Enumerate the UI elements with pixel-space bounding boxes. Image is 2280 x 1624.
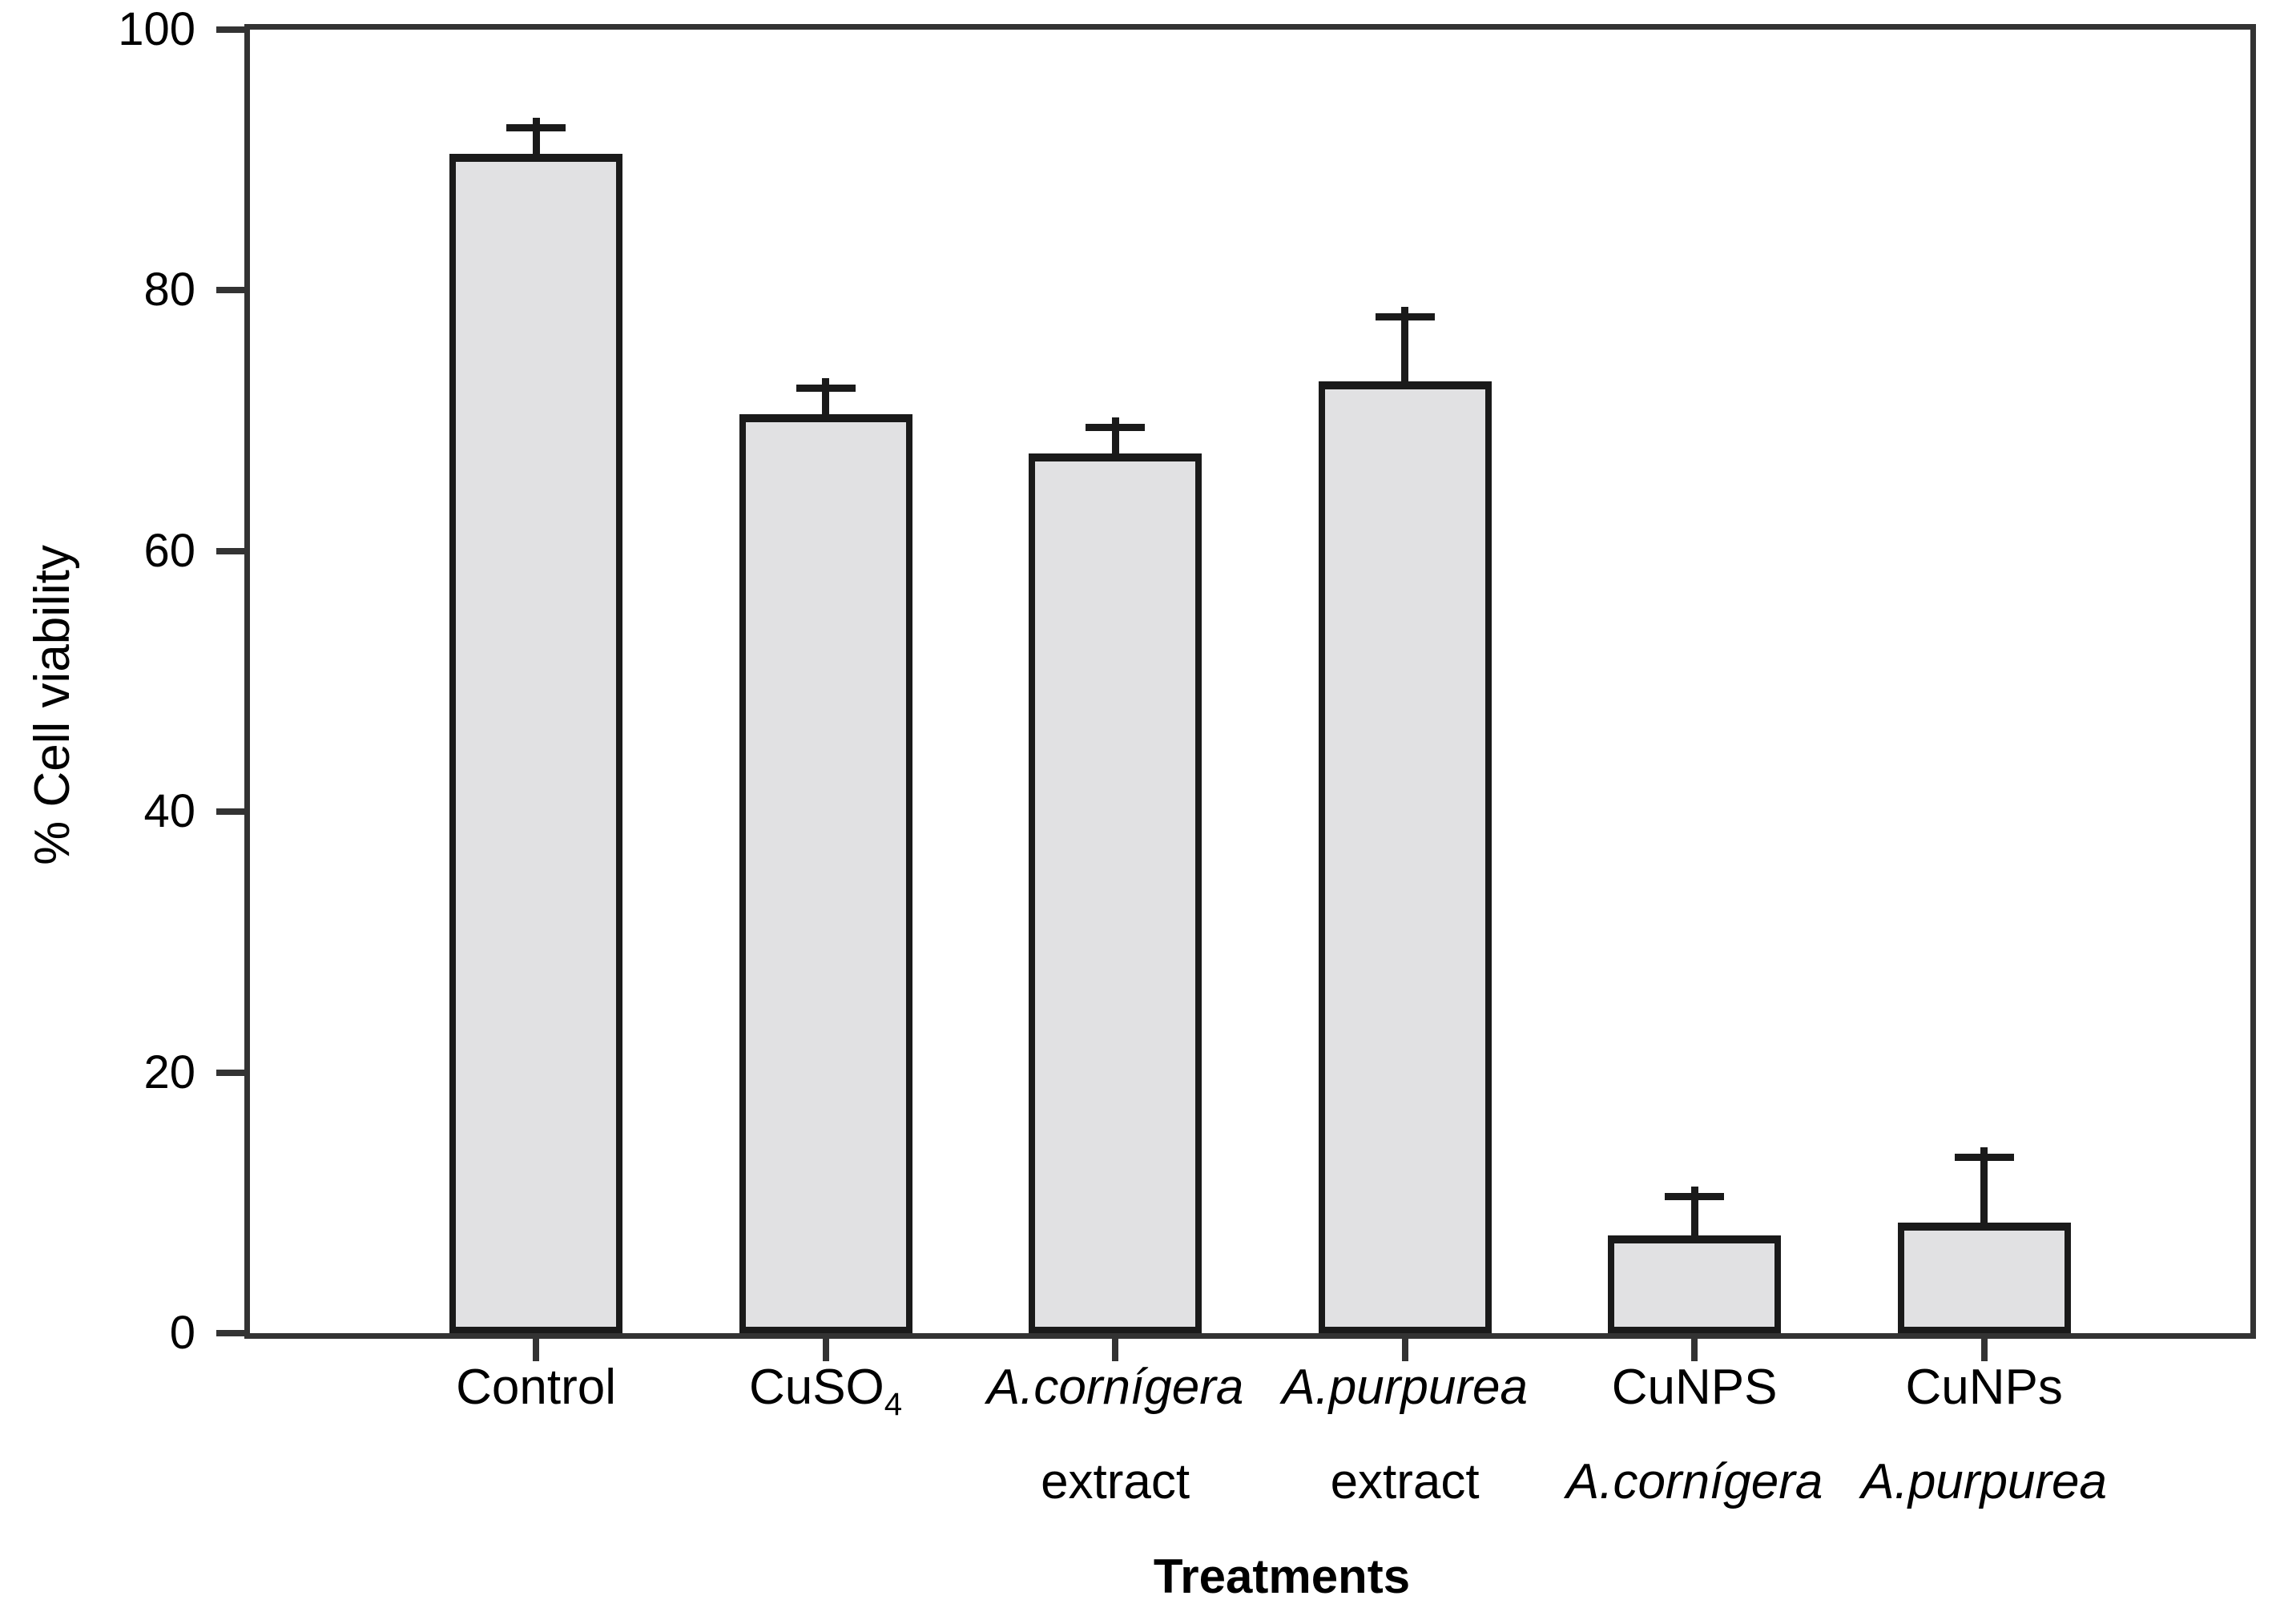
x-category-label: CuNPs A.purpurea [1776,1360,2193,1549]
x-category-label: A.cornígera extract [907,1360,1323,1549]
error-bar-stem [1690,1187,1698,1235]
y-tick [216,547,244,554]
bar [1029,453,1202,1333]
y-tick-label: 80 [143,264,195,316]
x-tick [533,1339,540,1361]
y-tick-label: 40 [143,785,195,838]
x-category-label-line: CuSO4 [748,1360,903,1423]
x-category-label: A.purpurea extract [1197,1360,1613,1549]
x-category-label-line: extract [1330,1454,1480,1509]
x-category-label-line: A.cornígera [1565,1454,1823,1509]
x-axis-label: Treatments [1153,1549,1411,1603]
y-tick-label: 60 [143,524,195,577]
error-bar-stem [1111,417,1119,453]
error-bar-stem [822,378,830,414]
error-bar-cap [1375,312,1435,320]
x-tick [1980,1339,1988,1361]
x-category-label-line: CuNPs [1905,1360,2063,1415]
x-category-label: Control [328,1360,744,1455]
error-bar-stem [1980,1147,1988,1223]
error-bar-cap [1665,1193,1725,1201]
y-tick-label: 20 [143,1046,195,1098]
x-category-label: CuSO4 [618,1360,1034,1455]
error-bar-cap [796,385,856,393]
error-bar-cap [506,124,566,132]
x-category-label-line: extract [1041,1454,1190,1509]
x-tick [1401,1339,1408,1361]
x-category-label-line: A.purpurea [1282,1360,1528,1415]
bar [1608,1235,1782,1333]
x-category-label-line: Control [456,1360,616,1415]
bar [1897,1222,2071,1333]
plot-area: 0 20 40 60 80 100 Control CuSO4 A.cornígera extra… [118,3,2256,1509]
y-tick [216,26,244,33]
y-tick [216,1069,244,1076]
y-tick-label: 0 [169,1307,195,1359]
x-category-label-line: A.purpurea [1861,1454,2108,1509]
x-tick [822,1339,829,1361]
x-tick [1112,1339,1119,1361]
bar [739,413,912,1333]
y-tick [216,287,244,294]
error-bar-stem [532,118,540,154]
y-tick [216,1330,244,1336]
bar [1318,381,1492,1333]
y-tick [216,808,244,816]
bar [449,153,623,1333]
x-category-label: CuNPS A.cornígera [1486,1360,1903,1549]
error-bar-stem [1401,306,1409,382]
y-tick-label: 100 [118,3,195,55]
x-category-label-line: CuNPS [1611,1360,1778,1415]
x-category-label-line: A.cornígera [986,1360,1244,1415]
error-bar-cap [1086,424,1146,432]
x-tick [1691,1339,1698,1361]
error-bar-cap [1954,1154,2014,1162]
